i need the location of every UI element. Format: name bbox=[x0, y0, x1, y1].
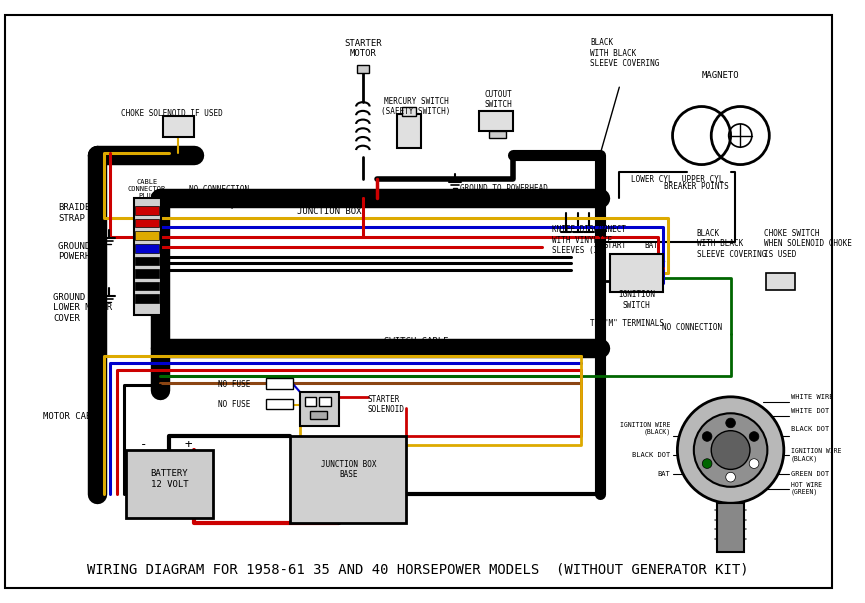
Text: BLACK DOT: BLACK DOT bbox=[791, 426, 829, 432]
Text: IGNITION WIRE
(BLACK): IGNITION WIRE (BLACK) bbox=[791, 448, 841, 462]
Text: MERCURY SWITCH
(SAFETY SWITCH): MERCURY SWITCH (SAFETY SWITCH) bbox=[381, 97, 451, 116]
Text: NO CONNECTION: NO CONNECTION bbox=[662, 323, 722, 332]
Bar bbox=[401, 107, 416, 116]
Text: WHITE WIRE: WHITE WIRE bbox=[791, 394, 833, 400]
Text: GROUND TO
LOWER MOTOR
COVER: GROUND TO LOWER MOTOR COVER bbox=[54, 293, 112, 323]
Text: MOTOR CABLE: MOTOR CABLE bbox=[43, 412, 102, 421]
Text: WIRING DIAGRAM FOR 1958-61 35 AND 40 HORSEPOWER MODELS  (WITHOUT GENERATOR KIT): WIRING DIAGRAM FOR 1958-61 35 AND 40 HOR… bbox=[87, 562, 749, 576]
Text: IGNITION WIRE
(BLACK): IGNITION WIRE (BLACK) bbox=[620, 422, 670, 435]
Text: WHITE DOT: WHITE DOT bbox=[791, 408, 829, 414]
Bar bbox=[717, 504, 744, 552]
Text: CUTOUT
SWITCH: CUTOUT SWITCH bbox=[484, 90, 512, 109]
Text: BLACK
WITH BLACK
SLEEVE COVERING: BLACK WITH BLACK SLEEVE COVERING bbox=[590, 39, 660, 68]
Text: IGNITION
SWITCH: IGNITION SWITCH bbox=[618, 291, 655, 310]
Circle shape bbox=[711, 431, 750, 469]
Text: +: + bbox=[185, 438, 192, 450]
Text: JUNCTION BOX: JUNCTION BOX bbox=[297, 206, 362, 215]
Text: KNIFE DISCONNECT
WITH VINYLITE
SLEEVES (3): KNIFE DISCONNECT WITH VINYLITE SLEEVES (… bbox=[552, 225, 625, 255]
Bar bbox=[136, 294, 158, 303]
Text: BAT: BAT bbox=[644, 241, 658, 250]
Text: BRAIDED
STRAP: BRAIDED STRAP bbox=[58, 203, 96, 223]
Bar bbox=[610, 254, 663, 292]
Text: GROUND TO POWERHEAD: GROUND TO POWERHEAD bbox=[459, 185, 548, 194]
Text: GROUND TO
POWERHEAD: GROUND TO POWERHEAD bbox=[58, 242, 106, 261]
Text: BAT: BAT bbox=[658, 471, 670, 477]
Bar bbox=[163, 116, 194, 137]
Circle shape bbox=[702, 459, 712, 469]
Bar bbox=[357, 65, 368, 72]
Bar bbox=[136, 269, 158, 278]
Bar bbox=[136, 282, 158, 291]
Bar bbox=[319, 397, 331, 406]
Circle shape bbox=[726, 472, 735, 482]
Bar bbox=[479, 112, 513, 131]
Text: START: START bbox=[604, 241, 627, 250]
Text: HOT WIRE
(GREEN): HOT WIRE (GREEN) bbox=[791, 482, 822, 496]
Text: CABLE
CONNECTOR
PLUG: CABLE CONNECTOR PLUG bbox=[128, 178, 166, 199]
Bar bbox=[300, 392, 339, 426]
Text: BLACK
WITH BLACK
SLEEVE COVERING: BLACK WITH BLACK SLEEVE COVERING bbox=[696, 229, 766, 259]
Text: BLACK DOT: BLACK DOT bbox=[632, 452, 670, 458]
Bar bbox=[766, 273, 796, 291]
Bar bbox=[397, 114, 421, 148]
Text: NO CONNECTION: NO CONNECTION bbox=[189, 185, 249, 194]
Bar bbox=[489, 131, 506, 139]
Text: STARTER
MOTOR: STARTER MOTOR bbox=[344, 39, 381, 58]
Bar bbox=[136, 206, 158, 215]
Bar bbox=[291, 435, 407, 523]
Bar bbox=[133, 198, 161, 315]
Text: BREAKER POINTS: BREAKER POINTS bbox=[664, 182, 729, 191]
Text: NO FUSE: NO FUSE bbox=[218, 400, 250, 409]
Bar bbox=[310, 411, 327, 419]
Text: SWITCH CABLE: SWITCH CABLE bbox=[384, 337, 448, 346]
Text: JUNCTION BOX
BASE: JUNCTION BOX BASE bbox=[321, 459, 376, 479]
Text: NO FUSE: NO FUSE bbox=[218, 380, 250, 389]
Circle shape bbox=[694, 413, 767, 487]
Text: MAGNETO: MAGNETO bbox=[702, 71, 740, 80]
Text: TO "M" TERMINALS: TO "M" TERMINALS bbox=[590, 319, 664, 328]
Text: CHOKE SOLENOID IF USED: CHOKE SOLENOID IF USED bbox=[121, 109, 222, 118]
Text: BATTERY
12 VOLT: BATTERY 12 VOLT bbox=[151, 469, 189, 489]
Circle shape bbox=[749, 459, 759, 469]
Bar bbox=[125, 450, 213, 518]
Text: STARTER
SOLENOID: STARTER SOLENOID bbox=[368, 395, 405, 414]
Circle shape bbox=[702, 432, 712, 441]
Text: LOWER CYL  UPPER CYL: LOWER CYL UPPER CYL bbox=[631, 175, 724, 183]
Bar bbox=[136, 219, 158, 227]
Bar bbox=[136, 244, 158, 253]
Text: -: - bbox=[139, 438, 147, 450]
Bar bbox=[266, 399, 293, 409]
Bar bbox=[136, 256, 158, 265]
Bar bbox=[304, 397, 317, 406]
Circle shape bbox=[726, 418, 735, 428]
Text: GREEN DOT: GREEN DOT bbox=[791, 471, 829, 477]
Circle shape bbox=[749, 432, 759, 441]
Bar bbox=[136, 232, 158, 240]
Bar bbox=[266, 379, 293, 389]
Circle shape bbox=[677, 397, 784, 504]
Text: CHOKE SWITCH
WHEN SOLENOID CHOKE
IS USED: CHOKE SWITCH WHEN SOLENOID CHOKE IS USED bbox=[765, 229, 852, 259]
